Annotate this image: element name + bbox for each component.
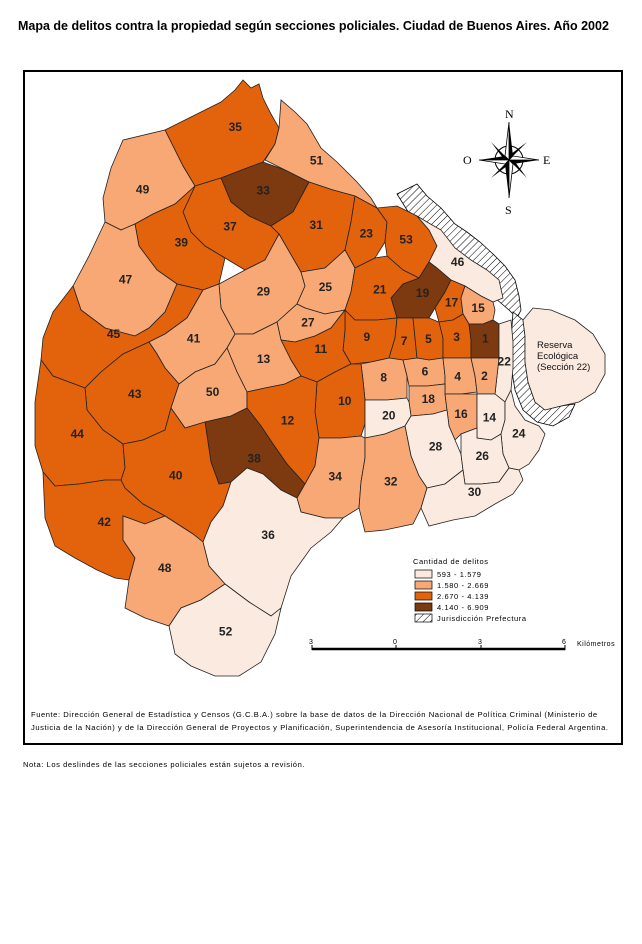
map-frame: 35 51 49 33 37 31 39 23 53 47 46 19 17 15 29 25 21 27 45 41… [23, 70, 623, 745]
scale-tick-2: 0 [393, 639, 397, 646]
section-52[interactable] [168, 583, 282, 677]
scale-unit: Kilómetros [577, 641, 615, 648]
section-30[interactable] [420, 467, 524, 527]
sections-layer [34, 79, 546, 677]
section-32[interactable] [358, 425, 428, 533]
section-label-7: 7 [401, 334, 408, 348]
section-label-32: 32 [384, 475, 398, 489]
reserva-label: Reserva Ecológica (Sección 22) [537, 340, 590, 373]
section-label-5: 5 [425, 332, 432, 346]
section-label-18: 18 [422, 392, 436, 406]
section-label-1: 1 [482, 332, 489, 346]
section-4[interactable] [442, 357, 478, 395]
section-label-19: 19 [416, 286, 430, 300]
section-label-38: 38 [247, 452, 261, 466]
section-label-16: 16 [454, 407, 468, 421]
section-label-42: 42 [98, 515, 112, 529]
compass-east: E [543, 153, 550, 167]
section-label-21: 21 [373, 282, 387, 296]
compass-west: O [463, 153, 472, 167]
section-label-31: 31 [310, 218, 324, 232]
section-label-43: 43 [128, 387, 142, 401]
section-label-39: 39 [175, 235, 189, 249]
section-label-36: 36 [261, 528, 275, 542]
compass-rose-icon: N S E O [463, 107, 550, 217]
legend-label-2: 1.580 - 2.669 [437, 581, 489, 590]
compass-north: N [505, 107, 514, 121]
legend-swatch-5 [414, 613, 433, 623]
section-label-17: 17 [445, 296, 459, 310]
section-label-20: 20 [382, 408, 396, 422]
legend-label-1: 593 - 1.579 [437, 570, 482, 579]
section-label-35: 35 [229, 120, 243, 134]
reserva-ecologica-area [522, 307, 606, 411]
section-label-4: 4 [454, 370, 461, 384]
section-label-26: 26 [476, 449, 490, 463]
section-label-15: 15 [471, 301, 485, 315]
section-label-51: 51 [310, 153, 324, 167]
nota-note: Nota: Los deslindes de las secciones pol… [23, 760, 306, 769]
section-label-30: 30 [468, 485, 482, 499]
section-label-29: 29 [257, 285, 271, 299]
legend-label-3: 2.670 - 4.139 [437, 592, 489, 601]
section-label-8: 8 [380, 371, 387, 385]
section-label-10: 10 [338, 394, 352, 408]
reserva-label-line3: (Sección 22) [537, 362, 590, 373]
reserva-label-line2: Ecológica [537, 351, 579, 362]
section-34[interactable] [296, 435, 366, 519]
section-label-45: 45 [107, 327, 121, 341]
legend-swatch-4 [414, 602, 433, 612]
section-label-37: 37 [223, 220, 237, 234]
section-label-13: 13 [257, 352, 271, 366]
section-label-46: 46 [451, 255, 465, 269]
section-label-33: 33 [257, 184, 271, 198]
legend-swatch-1 [414, 569, 433, 579]
section-label-14: 14 [483, 411, 497, 425]
legend-title: Cantidad de delitos [413, 557, 489, 566]
section-label-47: 47 [119, 272, 133, 286]
source-note: Fuente: Dirección General de Estadística… [31, 710, 609, 732]
reserva-label-line1: Reserva [537, 340, 573, 351]
scale-tick-1: 3 [309, 639, 313, 646]
section-label-49: 49 [136, 182, 150, 196]
section-label-3: 3 [453, 330, 460, 344]
legend-swatch-3 [414, 591, 433, 601]
section-label-12: 12 [281, 413, 295, 427]
scale-bar: 3 0 3 6 Kilómetros [309, 639, 615, 651]
section-label-2: 2 [481, 369, 488, 383]
compass-south: S [505, 203, 512, 217]
section-label-23: 23 [360, 226, 374, 240]
section-label-28: 28 [429, 440, 443, 454]
map-title: Mapa de delitos contra la propiedad segú… [18, 19, 609, 33]
section-label-11: 11 [314, 342, 327, 356]
section-label-44: 44 [71, 427, 85, 441]
section-label-22: 22 [498, 355, 512, 369]
scale-tick-4: 6 [562, 639, 566, 646]
section-label-52: 52 [219, 625, 233, 639]
section-label-9: 9 [363, 330, 370, 344]
section-label-27: 27 [301, 316, 315, 330]
scale-tick-3: 3 [478, 639, 482, 646]
section-label-48: 48 [158, 561, 172, 575]
section-label-25: 25 [319, 280, 333, 294]
section-label-24: 24 [512, 427, 526, 441]
section-label-53: 53 [399, 233, 413, 247]
legend: Cantidad de delitos 593 - 1.579 1.580 - 2… [413, 557, 527, 623]
section-label-6: 6 [422, 365, 429, 379]
legend-label-4: 4.140 - 6.909 [437, 603, 489, 612]
section-label-50: 50 [206, 385, 220, 399]
legend-items: 593 - 1.579 1.580 - 2.669 2.670 - 4.139 4.1… [414, 569, 527, 623]
legend-swatch-2 [414, 580, 433, 590]
section-label-40: 40 [169, 469, 183, 483]
section-label-41: 41 [187, 332, 201, 346]
section-label-34: 34 [329, 470, 343, 484]
legend-label-5: Jurisdicción Prefectura [437, 614, 527, 623]
